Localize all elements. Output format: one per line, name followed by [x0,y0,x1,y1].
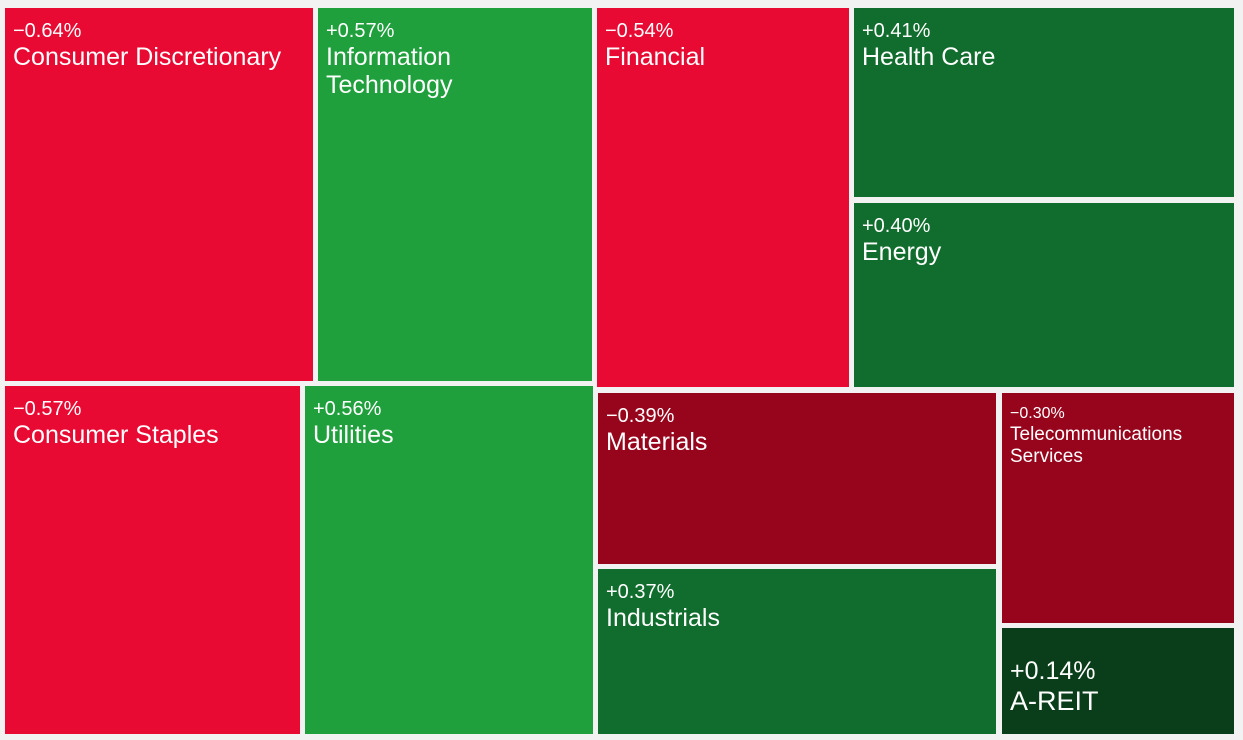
tile-health-care: +0.41% Health Care [854,8,1234,197]
tile-sector-label: Consumer Staples [13,421,219,449]
tile-change-label: −0.64% [13,20,82,42]
tile-sector-label: A-REIT [1010,686,1099,716]
tile-financial: −0.54% Financial [597,8,849,387]
tile-utilities: +0.56% Utilities [305,386,593,734]
tile-change-label: +0.14% [1010,657,1096,685]
tile-consumer-discretionary: −0.64% Consumer Discretionary [5,8,313,381]
tile-change-label: +0.37% [606,581,675,603]
tile-sector-label: Information Technology [326,43,453,99]
tile-change-label: −0.39% [606,405,675,427]
tile-sector-label: Industrials [606,604,720,632]
tile-sector-label: Financial [605,43,706,71]
tile-industrials: +0.37% Industrials [598,569,996,734]
tile-sector-label: Health Care [862,43,996,71]
tile-sector-label: Energy [862,238,942,266]
tile-change-label: −0.54% [605,20,674,42]
tile-energy: +0.40% Energy [854,203,1234,387]
tile-sector-label: Telecommunications Services [1010,424,1183,467]
tile-materials: −0.39% Materials [598,393,996,564]
tile-change-label: +0.41% [862,20,931,42]
tile-consumer-staples: −0.57% Consumer Staples [5,386,300,734]
tile-change-label: −0.30% [1010,405,1065,422]
tile-information-technology: +0.57% Information Technology [318,8,592,381]
tile-a-reit: +0.14% A-REIT [1002,628,1234,734]
tile-sector-label: Consumer Discretionary [13,43,282,71]
tile-change-label: +0.40% [862,215,931,237]
tile-sector-label: Materials [606,428,708,456]
tile-sector-label: Utilities [313,421,394,449]
tile-telecommunications-services: −0.30% Telecommunications Services [1002,393,1234,623]
tile-change-label: −0.57% [13,398,82,420]
tile-change-label: +0.57% [326,20,395,42]
tile-change-label: +0.56% [313,398,382,420]
